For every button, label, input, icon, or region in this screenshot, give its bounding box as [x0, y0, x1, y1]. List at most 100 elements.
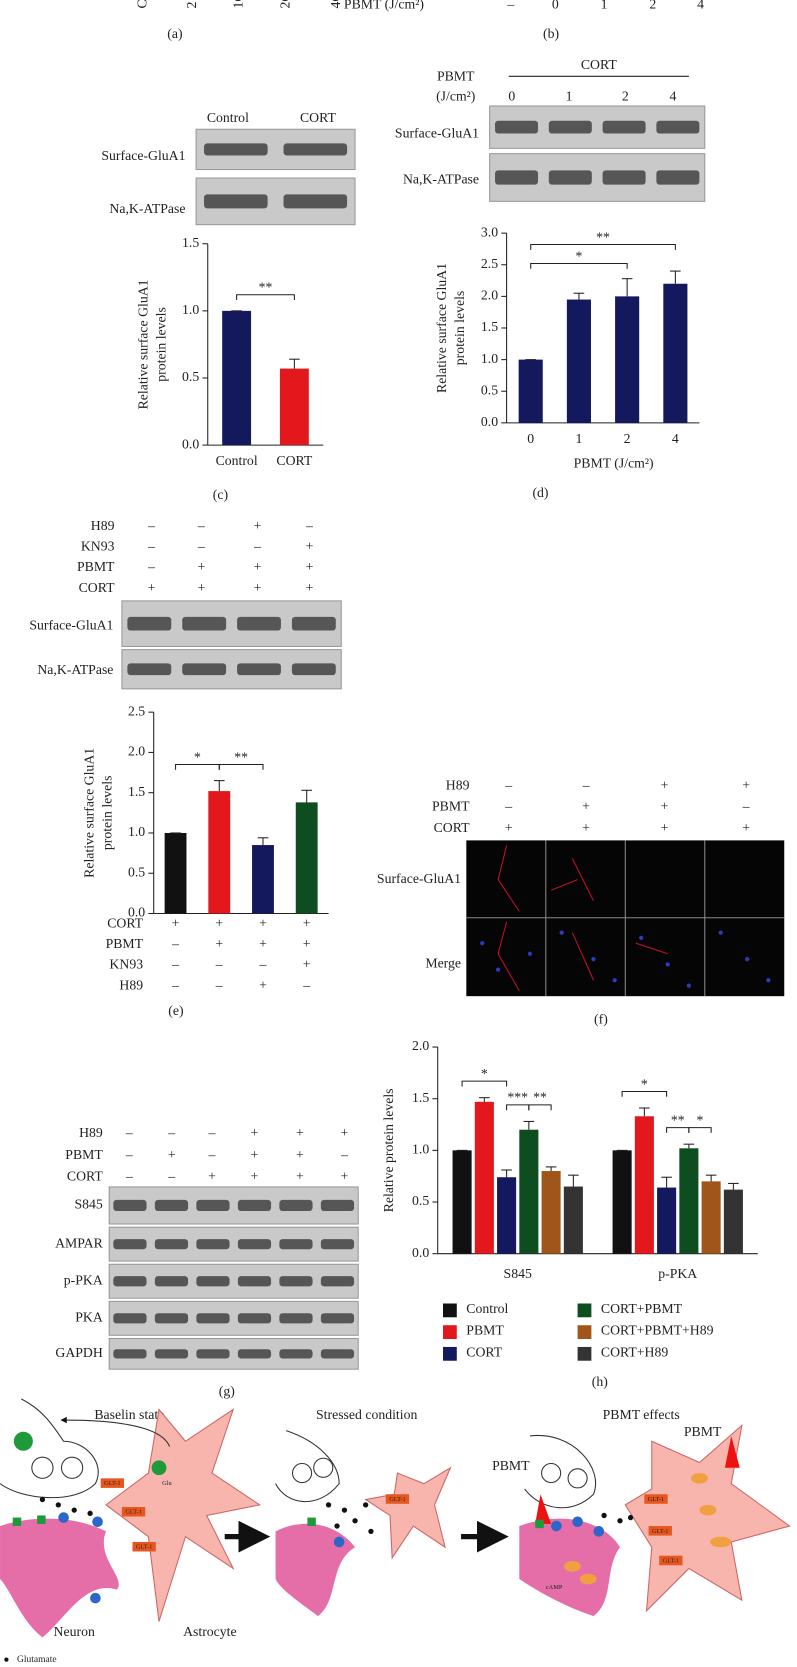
significance-bracket [528, 1104, 552, 1111]
condition-name: PBMT [65, 1147, 103, 1162]
blot-row-label: PKA [75, 1309, 103, 1324]
glutamate-label: Glutamate [17, 1655, 57, 1665]
diagram-title: PBMT effects [603, 1407, 680, 1422]
legend-swatch [443, 1303, 457, 1318]
glt1-label: GLT-1 [389, 1496, 405, 1503]
y-tick-label: 1.0 [182, 302, 199, 317]
condition-name: H89 [119, 977, 143, 992]
treatment-label: PBMT [437, 69, 475, 84]
condition-sign: + [250, 1125, 258, 1140]
x-tick-label: 0 [527, 431, 534, 446]
bar [612, 1150, 632, 1254]
panel-label: (g) [219, 1384, 235, 1400]
blot-band [127, 663, 172, 676]
y-tick-label: 1.5 [412, 1090, 429, 1105]
bar [295, 802, 318, 914]
blot-band [196, 1276, 230, 1287]
blot [108, 1226, 359, 1262]
condition-sign: + [661, 799, 669, 814]
condition-sign: + [742, 777, 750, 792]
condition-name: CORT [67, 1169, 103, 1184]
blot-band [237, 1199, 272, 1212]
condition-sign: + [661, 820, 669, 835]
condition-sign: – [197, 539, 205, 554]
condition-sign: + [215, 915, 223, 930]
bar [497, 1177, 517, 1254]
blot [108, 1337, 359, 1370]
panel-label: (d) [532, 485, 548, 501]
y-tick-label: 0.5 [412, 1193, 429, 1208]
blot-band [182, 663, 227, 676]
blot-band [320, 1239, 355, 1250]
blot-band [113, 1199, 147, 1212]
blot-band [237, 663, 281, 676]
significance-label: *** [507, 1090, 528, 1105]
panel-label: (f) [594, 1012, 608, 1028]
blot-row-label: Na,K-ATPase [109, 201, 185, 216]
bar [615, 296, 640, 423]
significance-bracket [530, 262, 628, 269]
lane-label: Control [207, 110, 249, 125]
cut-axis-label: PBMT (J/cm²) [344, 0, 424, 12]
condition-sign: – [215, 977, 223, 992]
condition-name: H89 [91, 518, 115, 533]
condition-sign: + [341, 1169, 349, 1184]
y-tick-label: 0.0 [182, 436, 199, 451]
condition-sign: + [742, 820, 750, 835]
bar [222, 310, 252, 446]
bar [541, 1171, 561, 1254]
y-tick-label: 0.0 [412, 1245, 429, 1260]
bar [657, 1187, 677, 1254]
condition-sign: – [125, 1169, 133, 1184]
significance-label: * [575, 248, 582, 263]
y-tick-label: 1.5 [182, 235, 199, 250]
neuron-label: Neuron [54, 1624, 95, 1639]
blot-band [237, 1349, 272, 1359]
significance-bracket [666, 1127, 690, 1133]
significance-bracket [688, 1127, 712, 1133]
blot-band [291, 616, 336, 631]
condition-sign: – [582, 777, 590, 792]
blot-band [320, 1276, 355, 1287]
y-tick-label: 3.0 [481, 224, 498, 239]
blot-band [656, 120, 700, 134]
lane-label: – [506, 0, 514, 11]
condition-sign: – [171, 936, 179, 951]
blot-row-label: S845 [75, 1197, 103, 1212]
treatment-unit: (J/cm²) [436, 89, 475, 105]
blot-band [196, 1313, 230, 1324]
y-axis-label: Relative surface GluA1 [135, 279, 150, 409]
panel-label: (a) [167, 26, 182, 42]
condition-sign: – [147, 518, 155, 533]
blot-band [196, 1199, 230, 1212]
blot-band [204, 194, 268, 209]
blot-band [113, 1276, 147, 1287]
bar [208, 791, 231, 914]
condition-sign: – [208, 1147, 216, 1162]
y-tick-label: 2.5 [128, 703, 145, 718]
blot-row-label: Surface-GluA1 [395, 126, 479, 141]
blot-band [320, 1349, 355, 1359]
blot-band [279, 1349, 313, 1359]
y-axis-label: Relative surface GluA1 [434, 263, 449, 393]
pbmt-label: PBMT [492, 1458, 530, 1473]
lane-label: 2 [649, 0, 656, 11]
condition-sign: + [198, 580, 206, 595]
blot-row-label: Na,K-ATPase [403, 171, 479, 186]
blot-band [154, 1239, 189, 1250]
blot [108, 1186, 359, 1225]
blot-band [656, 170, 700, 185]
condition-sign: – [125, 1125, 133, 1140]
condition-name: PBMT [106, 936, 144, 951]
condition-sign: – [302, 977, 310, 992]
condition-sign: – [504, 777, 512, 792]
x-tick-label: S845 [504, 1266, 532, 1281]
legend-label: PBMT [466, 1323, 504, 1338]
bar [566, 299, 591, 423]
diagram-title: Stressed condition [316, 1407, 417, 1422]
bar [663, 283, 688, 423]
x-axis-label: PBMT (J/cm²) [574, 455, 654, 471]
blot-band [237, 1239, 272, 1250]
y-tick-label: 0.0 [481, 414, 498, 429]
legend-label: CORT+H89 [601, 1344, 668, 1359]
